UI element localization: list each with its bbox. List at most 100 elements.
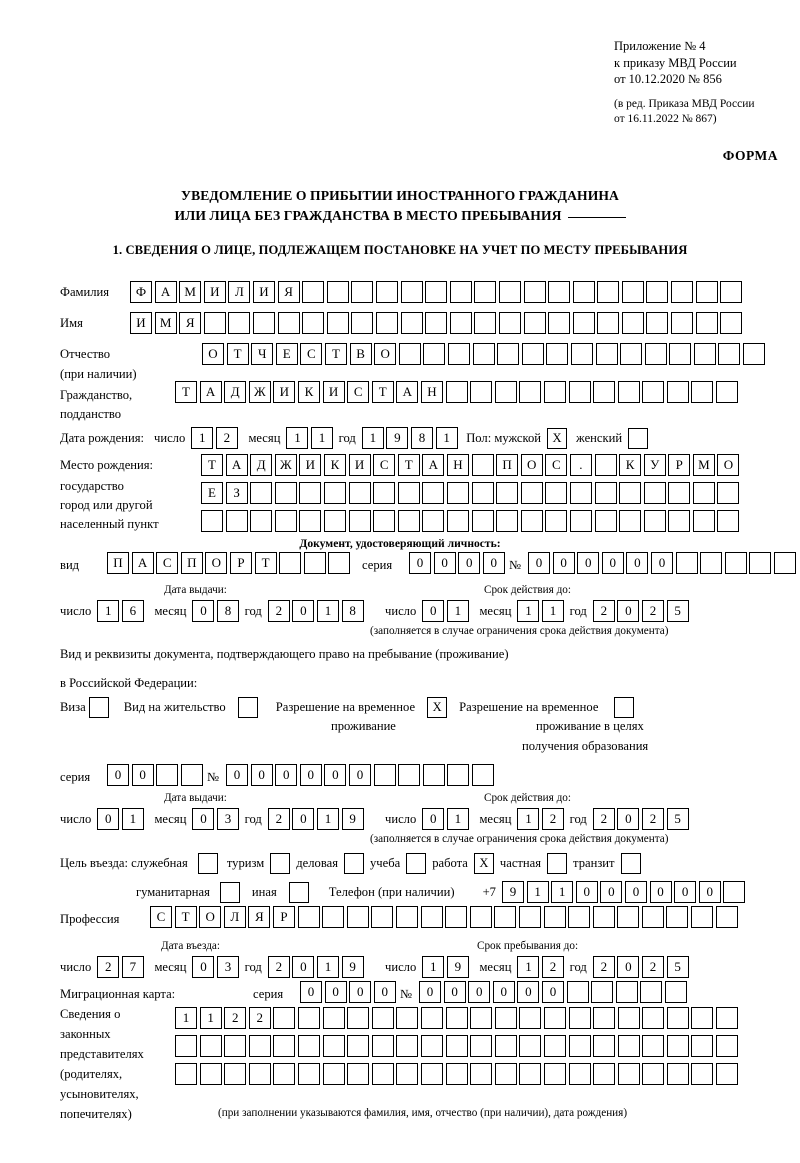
char-cell[interactable]: Т xyxy=(371,381,394,403)
char-cell[interactable]: 9 xyxy=(501,881,524,903)
char-cell[interactable] xyxy=(671,281,694,303)
char-cell[interactable]: О xyxy=(202,343,224,365)
char-cell[interactable] xyxy=(420,1063,443,1085)
char-cell[interactable]: А xyxy=(154,281,177,303)
char-cell[interactable] xyxy=(299,482,322,504)
char-cell[interactable]: Ж xyxy=(248,381,271,403)
char-cell[interactable]: Д xyxy=(224,381,247,403)
char-cell[interactable]: 2 xyxy=(642,600,665,622)
char-cell[interactable] xyxy=(425,281,448,303)
char-cell[interactable]: 0 xyxy=(617,600,640,622)
char-cell[interactable] xyxy=(718,343,741,365)
char-cell[interactable] xyxy=(420,1007,443,1029)
char-cell[interactable] xyxy=(395,906,418,928)
char-cell[interactable] xyxy=(494,1007,517,1029)
char-cell[interactable] xyxy=(397,510,420,532)
temp-residence-checkbox[interactable]: X xyxy=(427,697,448,718)
char-cell[interactable] xyxy=(297,1035,320,1057)
char-cell[interactable] xyxy=(568,1063,591,1085)
char-cell[interactable] xyxy=(520,482,543,504)
char-cell[interactable] xyxy=(716,381,739,403)
char-cell[interactable]: 1 xyxy=(286,427,309,449)
char-cell[interactable]: К xyxy=(297,381,320,403)
char-cell[interactable] xyxy=(666,381,689,403)
char-cell[interactable] xyxy=(546,343,569,365)
char-cell[interactable] xyxy=(469,906,492,928)
char-cell[interactable]: 1 xyxy=(517,600,540,622)
char-cell[interactable]: К xyxy=(323,454,346,476)
char-cell[interactable] xyxy=(595,343,618,365)
char-cell[interactable] xyxy=(277,312,300,334)
char-cell[interactable] xyxy=(642,1007,665,1029)
char-cell[interactable]: 0 xyxy=(107,764,129,786)
char-cell[interactable] xyxy=(423,343,446,365)
char-cell[interactable]: 2 xyxy=(592,600,615,622)
char-cell[interactable] xyxy=(371,906,394,928)
char-cell[interactable] xyxy=(446,482,469,504)
char-cell[interactable]: 0 xyxy=(674,881,697,903)
char-cell[interactable]: 5 xyxy=(666,956,689,978)
char-cell[interactable]: 1 xyxy=(517,956,540,978)
char-cell[interactable] xyxy=(470,1035,493,1057)
char-cell[interactable]: 0 xyxy=(617,956,640,978)
char-cell[interactable] xyxy=(396,1063,419,1085)
char-cell[interactable]: 0 xyxy=(617,808,640,830)
char-cell[interactable]: П xyxy=(107,552,129,574)
char-cell[interactable] xyxy=(716,1063,739,1085)
char-cell[interactable]: Т xyxy=(324,343,347,365)
char-cell[interactable] xyxy=(498,281,521,303)
char-cell[interactable]: 0 xyxy=(422,600,445,622)
char-cell[interactable]: Е xyxy=(201,482,223,504)
char-cell[interactable]: 9 xyxy=(386,427,409,449)
char-cell[interactable] xyxy=(248,1035,271,1057)
char-cell[interactable]: 0 xyxy=(458,552,481,574)
char-cell[interactable]: Л xyxy=(223,906,246,928)
char-cell[interactable]: Я xyxy=(277,281,300,303)
char-cell[interactable]: 1 xyxy=(199,1007,222,1029)
char-cell[interactable]: А xyxy=(131,552,154,574)
char-cell[interactable] xyxy=(498,312,521,334)
char-cell[interactable]: А xyxy=(225,454,248,476)
char-cell[interactable] xyxy=(328,552,351,574)
char-cell[interactable] xyxy=(695,312,718,334)
char-cell[interactable]: М xyxy=(692,454,715,476)
char-cell[interactable] xyxy=(494,381,517,403)
char-cell[interactable]: Н xyxy=(420,381,443,403)
char-cell[interactable]: 2 xyxy=(642,808,665,830)
char-cell[interactable]: 1 xyxy=(97,600,120,622)
char-cell[interactable] xyxy=(322,1007,345,1029)
char-cell[interactable] xyxy=(228,312,251,334)
char-cell[interactable] xyxy=(716,1035,739,1057)
char-cell[interactable]: 6 xyxy=(121,600,144,622)
char-cell[interactable] xyxy=(569,482,592,504)
char-cell[interactable]: 0 xyxy=(409,552,431,574)
char-cell[interactable] xyxy=(543,1007,566,1029)
char-cell[interactable]: С xyxy=(545,454,568,476)
char-cell[interactable] xyxy=(348,482,371,504)
char-cell[interactable]: У xyxy=(643,454,666,476)
char-cell[interactable] xyxy=(664,981,687,1003)
char-cell[interactable] xyxy=(322,1063,345,1085)
char-cell[interactable] xyxy=(180,764,203,786)
char-cell[interactable]: 2 xyxy=(267,600,290,622)
char-cell[interactable] xyxy=(700,552,723,574)
char-cell[interactable]: 2 xyxy=(542,956,565,978)
char-cell[interactable]: 0 xyxy=(226,764,248,786)
char-cell[interactable]: 9 xyxy=(446,956,469,978)
char-cell[interactable] xyxy=(449,281,472,303)
char-cell[interactable] xyxy=(591,981,614,1003)
char-cell[interactable] xyxy=(646,312,669,334)
char-cell[interactable]: . xyxy=(569,454,592,476)
char-cell[interactable] xyxy=(346,906,369,928)
char-cell[interactable]: П xyxy=(180,552,203,574)
char-cell[interactable] xyxy=(593,1007,616,1029)
